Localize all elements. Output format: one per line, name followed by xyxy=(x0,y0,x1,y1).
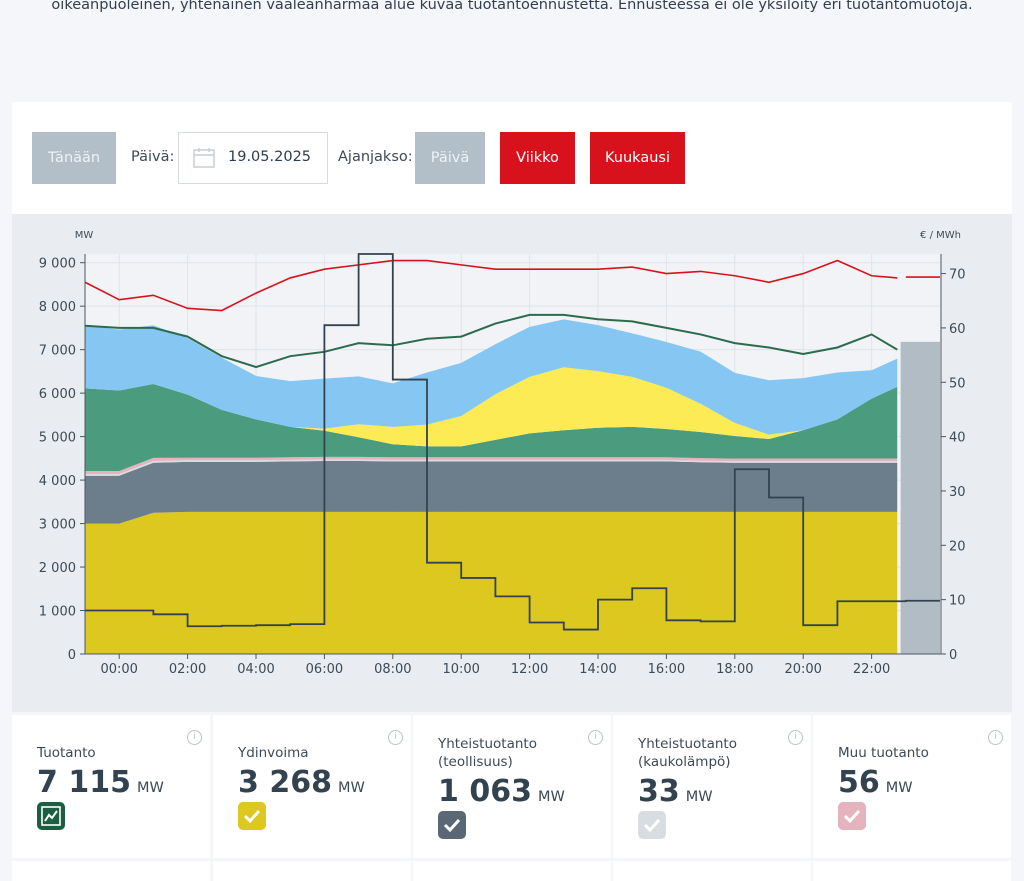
check-icon[interactable] xyxy=(638,811,666,839)
y2-tick-label: 40 xyxy=(949,431,966,446)
x-tick-label: 12:00 xyxy=(511,662,548,677)
card-value: 3 268 MW xyxy=(238,765,365,800)
card-unit: MW xyxy=(136,780,164,796)
x-tick-label: 16:00 xyxy=(648,662,685,677)
card-title: Tuotanto xyxy=(37,745,96,761)
card-row-2 xyxy=(413,861,611,881)
y2-tick-label: 60 xyxy=(949,322,966,337)
card-value-number: 3 268 xyxy=(238,765,332,800)
period-week-button[interactable]: Viikko xyxy=(500,132,575,184)
series-nuclear xyxy=(85,511,898,654)
y2-tick-label: 50 xyxy=(949,376,966,391)
x-tick-label: 20:00 xyxy=(784,662,821,677)
card-value-number: 1 063 xyxy=(438,774,532,809)
y-tick-label: 8 000 xyxy=(39,300,76,315)
card-value-number: 7 115 xyxy=(37,765,131,800)
card-value: 1 063 MW xyxy=(438,774,565,809)
card-value-number: 56 xyxy=(838,765,880,800)
y-tick-label: 0 xyxy=(68,648,76,663)
card-value: 7 115 MW xyxy=(37,765,164,800)
check-icon[interactable] xyxy=(838,802,866,830)
y2-tick-label: 20 xyxy=(949,539,966,554)
period-month-button[interactable]: Kuukausi xyxy=(590,132,685,184)
y-axis-title: MW xyxy=(75,230,94,241)
series-price xyxy=(85,253,940,631)
series-chp-district xyxy=(85,459,898,476)
x-tick-label: 10:00 xyxy=(442,662,479,677)
y2-tick-label: 30 xyxy=(949,485,966,500)
series-chp-industry xyxy=(85,460,898,524)
card-other: Muu tuotanto 56 MW i xyxy=(813,715,1011,858)
card-value: 56 MW xyxy=(838,765,913,800)
card-title: Yhteistuotanto (teollisuus) xyxy=(438,736,537,770)
info-icon[interactable]: i xyxy=(788,730,803,745)
intro-text: oikeanpuoleinen, yhtenäinen vaaleanharma… xyxy=(51,0,973,13)
calendar-icon xyxy=(193,148,215,168)
info-icon[interactable]: i xyxy=(588,730,603,745)
y-tick-label: 5 000 xyxy=(39,431,76,446)
card-value: 33 MW xyxy=(638,774,713,809)
chart-icon[interactable] xyxy=(37,802,65,830)
date-value: 19.05.2025 xyxy=(228,149,312,165)
y2-tick-label: 0 xyxy=(949,648,957,663)
card-row-2 xyxy=(813,861,1011,881)
card-row-2 xyxy=(213,861,411,881)
series-hydro xyxy=(85,384,898,471)
x-tick-label: 08:00 xyxy=(374,662,411,677)
series-consumption xyxy=(84,313,898,369)
series-red-line xyxy=(84,259,898,312)
card-row-2 xyxy=(12,861,210,881)
y2-tick-label: 10 xyxy=(949,594,966,609)
y-tick-label: 6 000 xyxy=(39,387,76,402)
card-unit: MW xyxy=(885,780,913,796)
forecast-area xyxy=(900,341,940,654)
y-tick-label: 3 000 xyxy=(39,518,76,533)
period-label: Ajanjakso: xyxy=(338,149,413,165)
y2-tick-label: 70 xyxy=(949,268,966,283)
y2-axis-title: € / MWh xyxy=(920,230,961,241)
x-tick-label: 02:00 xyxy=(169,662,206,677)
card-value-number: 33 xyxy=(638,774,680,809)
card-unit: MW xyxy=(685,789,713,805)
card-nuclear: Ydinvoima 3 268 MW i xyxy=(213,715,411,858)
chart-svg: 0 1 000 2 000 3 000 4 000 5 000 6 000 7 000 8 00… xyxy=(39,230,966,677)
today-button[interactable]: Tänään xyxy=(32,132,116,184)
production-chart: 0 1 000 2 000 3 000 4 000 5 000 6 000 7 000 8 00… xyxy=(12,214,1012,712)
y-tick-label: 1 000 xyxy=(39,605,76,620)
y-tick-label: 2 000 xyxy=(39,561,76,576)
card-chp-district: Yhteistuotanto (kaukolämpö) 33 MW i xyxy=(613,715,811,858)
controls-panel: Tänään Päivä: 19.05.2025 Ajanjakso: Päiv… xyxy=(12,102,1012,214)
info-icon[interactable]: i xyxy=(187,730,202,745)
series-wind xyxy=(85,319,898,435)
series-solar xyxy=(85,367,898,447)
card-title: Ydinvoima xyxy=(238,745,309,761)
card-title: Yhteistuotanto (kaukolämpö) xyxy=(638,736,737,770)
y-tick-label: 9 000 xyxy=(39,257,76,272)
y-tick-label: 7 000 xyxy=(39,344,76,359)
info-icon[interactable]: i xyxy=(388,730,403,745)
y-tick-label: 4 000 xyxy=(39,474,76,489)
info-icon[interactable]: i xyxy=(988,730,1003,745)
check-icon[interactable] xyxy=(238,802,266,830)
card-title: Muu tuotanto xyxy=(838,745,929,761)
series-other xyxy=(85,456,898,474)
x-tick-label: 22:00 xyxy=(853,662,890,677)
x-tick-label: 00:00 xyxy=(100,662,137,677)
x-tick-label: 18:00 xyxy=(716,662,753,677)
x-tick-label: 04:00 xyxy=(237,662,274,677)
x-tick-label: 06:00 xyxy=(306,662,343,677)
card-unit: MW xyxy=(337,780,365,796)
date-picker[interactable]: 19.05.2025 xyxy=(178,132,328,184)
card-row-2 xyxy=(613,861,811,881)
date-label: Päivä: xyxy=(131,149,175,165)
period-day-button[interactable]: Päivä xyxy=(415,132,485,184)
card-chp-industry: Yhteistuotanto (teollisuus) 1 063 MW i xyxy=(413,715,611,858)
summary-cards: Tuotanto 7 115 MW i Ydinvoima 3 268 MW i Y… xyxy=(12,715,1012,881)
card-unit: MW xyxy=(537,789,565,805)
x-tick-label: 14:00 xyxy=(579,662,616,677)
card-total-production: Tuotanto 7 115 MW i xyxy=(12,715,210,858)
check-icon[interactable] xyxy=(438,811,466,839)
